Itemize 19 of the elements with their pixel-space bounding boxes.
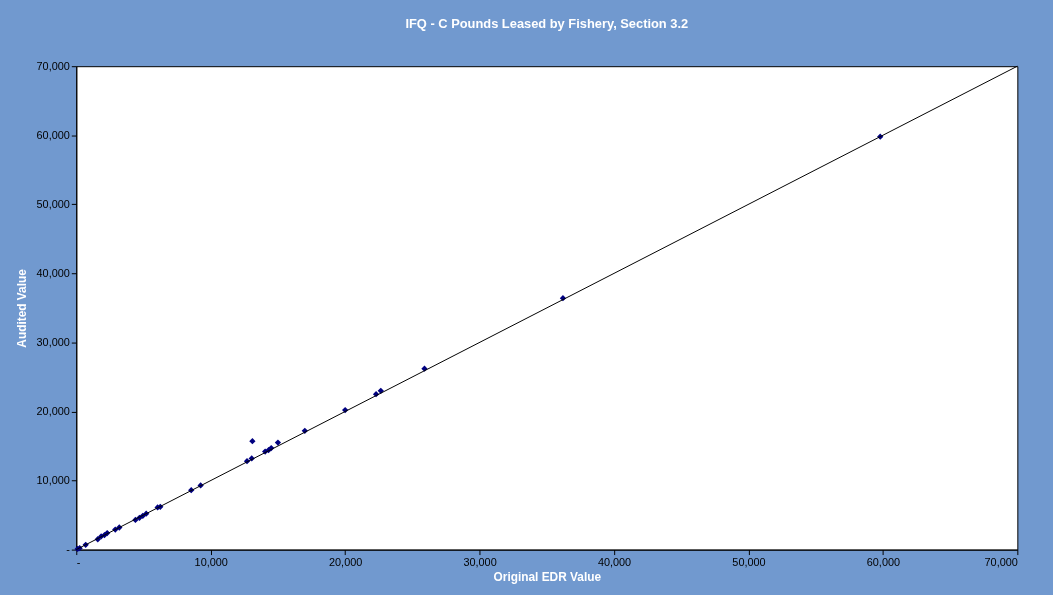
x-tick-label: 30,000 bbox=[463, 555, 497, 568]
x-axis-title: Original EDR Value bbox=[493, 569, 602, 584]
x-tick-label: - bbox=[76, 555, 81, 568]
y-axis-title: Audited Value bbox=[14, 268, 29, 348]
y-tick-label: 30,000 bbox=[36, 335, 70, 348]
y-tick-label: 60,000 bbox=[36, 128, 70, 141]
x-tick-label: 60,000 bbox=[866, 555, 901, 568]
y-tick-label: 40,000 bbox=[36, 266, 70, 279]
x-tick-label: 10,000 bbox=[194, 555, 228, 568]
x-tick-label: 40,000 bbox=[597, 555, 632, 568]
y-tick-label: 50,000 bbox=[36, 197, 70, 210]
x-tick-label: 70,000 bbox=[984, 555, 1018, 568]
y-tick-label: - bbox=[66, 543, 71, 556]
y-tick-label: 10,000 bbox=[36, 474, 70, 487]
x-tick-label: 50,000 bbox=[732, 555, 766, 568]
y-tick-label: 20,000 bbox=[36, 404, 70, 417]
x-tick-label: 20,000 bbox=[329, 555, 363, 568]
chart-title: IFQ - C Pounds Leased by Fishery, Section 3.2 bbox=[405, 15, 689, 31]
y-tick-label: 70,000 bbox=[36, 59, 70, 72]
